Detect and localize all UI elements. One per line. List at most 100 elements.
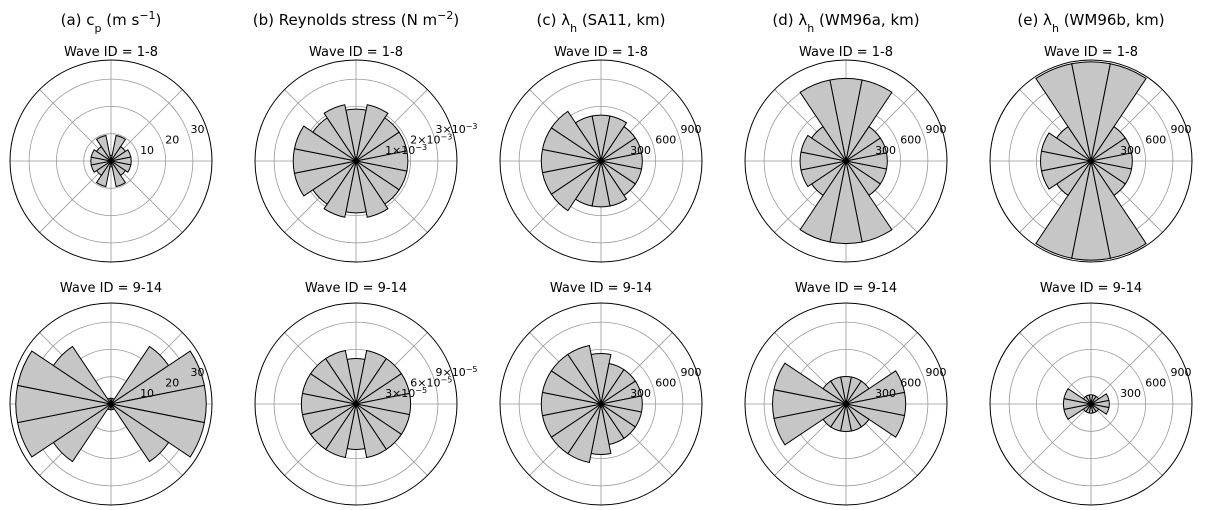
grid-ring	[518, 321, 684, 487]
outer-circle	[9, 302, 213, 506]
radial-tick-label: 900	[1171, 366, 1192, 379]
panel-title-a: (a) cp (m s−1)	[61, 9, 162, 35]
sector-bar-292.5	[1063, 388, 1092, 405]
panel-title-b: (b) Reynolds stress (N m−2)	[253, 9, 460, 30]
grid-ring	[763, 321, 929, 487]
sector-bar-157.5	[355, 403, 388, 459]
radial-tick-label: 3×10−5	[385, 385, 427, 400]
sector-bar-337.5	[1035, 63, 1092, 162]
radial-tick-label: 20	[165, 133, 179, 146]
sector-bar-292.5	[293, 125, 357, 162]
polar-plot-a-1: Wave ID = 1-8 10 20 30	[9, 45, 213, 263]
sector-bar-292.5	[800, 134, 847, 162]
sector-bar-22.5	[600, 115, 628, 162]
sector-bar-22.5	[845, 79, 893, 162]
grid-ring	[1008, 321, 1174, 487]
polar-plot-a-2: Wave ID = 9-14 10 20 30	[9, 281, 213, 506]
radial-tick-label: 600	[900, 133, 921, 146]
radial-tick-label: 1×10−3	[385, 142, 427, 157]
outer-circle	[744, 302, 948, 506]
panel-title-e: (e) λh (WM96b, km)	[1017, 11, 1164, 35]
radial-tick-label: 600	[900, 376, 921, 389]
plot-subtitle: Wave ID = 9-14	[60, 281, 162, 296]
plot-subtitle: Wave ID = 9-14	[305, 281, 407, 296]
polar-plot-c-1: Wave ID = 1-8 300 600 900	[499, 45, 703, 263]
plot-subtitle: Wave ID = 1-8	[1044, 45, 1138, 60]
outer-circle	[744, 59, 948, 263]
grid-ring	[273, 321, 439, 487]
radial-tick-label: 10	[140, 144, 154, 157]
plot-subtitle: Wave ID = 1-8	[799, 45, 893, 60]
sector-bar-337.5	[107, 397, 112, 405]
sector-bar-337.5	[830, 376, 847, 405]
plot-subtitle: Wave ID = 1-8	[64, 45, 158, 60]
radial-tick-label: 900	[1171, 123, 1192, 136]
sector-bar-202.5	[95, 160, 112, 188]
polar-plot-d-2: Wave ID = 9-14 300 600 900	[744, 281, 948, 506]
outer-circle	[254, 59, 458, 263]
sector-bar-202.5	[799, 160, 847, 243]
sector-bar-337.5	[799, 79, 847, 162]
sector-bar-135	[110, 403, 170, 463]
radial-tick-label: 900	[926, 123, 947, 136]
polar-plot-d-1: Wave ID = 1-8 300 600 900	[744, 45, 948, 263]
radial-tick-label: 600	[655, 133, 676, 146]
sector-bar-337.5	[95, 134, 112, 162]
sector-bar-337.5	[323, 104, 357, 162]
outer-circle	[499, 59, 703, 263]
radial-tick-label: 3×10−3	[436, 121, 478, 136]
outer-circle	[499, 302, 703, 506]
polar-plot-b-2: Wave ID = 9-14 3×10−56×10−59×10−5	[254, 281, 478, 506]
outer-circle	[254, 302, 458, 506]
radial-tick-label: 9×10−5	[436, 364, 478, 379]
sector-bar-315	[52, 345, 112, 405]
sector-bar-337.5	[567, 344, 602, 405]
grid-ring	[518, 78, 684, 244]
radial-tick-label: 30	[191, 366, 205, 379]
radial-tick-label: 600	[1145, 133, 1166, 146]
radial-tick-label: 30	[191, 123, 205, 136]
radial-tick-label: 10	[140, 387, 154, 400]
radial-tick-label: 300	[1120, 387, 1141, 400]
outer-circle	[989, 302, 1193, 506]
radial-tick-label: 900	[926, 366, 947, 379]
radial-tick-label: 300	[1120, 144, 1141, 157]
radial-tick-label: 6×10−5	[410, 375, 452, 390]
plot-subtitle: Wave ID = 9-14	[1040, 281, 1142, 296]
radial-tick-label: 2×10−3	[410, 132, 452, 147]
radial-tick-label: 600	[1145, 376, 1166, 389]
plot-subtitle: Wave ID = 1-8	[554, 45, 648, 60]
grid-ring	[1036, 349, 1146, 459]
radial-tick-label: 300	[630, 387, 651, 400]
polar-plot-c-2: Wave ID = 9-14 300 600 900	[499, 281, 703, 506]
radial-tick-label: 900	[681, 123, 702, 136]
sector-bar-292.5	[1040, 132, 1092, 162]
sector-bar-292.5	[17, 350, 112, 405]
panel-title-d: (d) λh (WM96a, km)	[772, 11, 919, 35]
grid-ring	[83, 133, 139, 189]
radial-tick-label: 600	[655, 376, 676, 389]
radial-tick-label: 300	[875, 387, 896, 400]
polar-plot-e-2: Wave ID = 9-14 300 600 900	[989, 281, 1193, 506]
sector-bar-22.5	[1090, 63, 1147, 162]
plot-subtitle: Wave ID = 9-14	[795, 281, 897, 296]
sector-bar-112.5	[845, 403, 906, 438]
radial-tick-label: 20	[165, 376, 179, 389]
sector-bar-112.5	[110, 403, 205, 458]
sector-bar-157.5	[355, 160, 389, 218]
polar-plot-b-1: Wave ID = 1-8 1×10−32×10−33×10−3	[254, 45, 478, 263]
sector-bar-157.5	[110, 160, 127, 188]
sector-bar-22.5	[110, 134, 127, 162]
plot-subtitle: Wave ID = 1-8	[309, 45, 403, 60]
outer-circle	[989, 59, 1193, 263]
sector-bar-202.5	[1035, 160, 1092, 259]
radial-tick-label: 300	[875, 144, 896, 157]
grid-ring	[28, 78, 194, 244]
sector-bar-22.5	[355, 104, 389, 162]
sector-bar-337.5	[574, 115, 602, 162]
sector-bar-337.5	[1085, 394, 1092, 405]
sector-bar-202.5	[323, 160, 357, 218]
radial-tick-label: 900	[681, 366, 702, 379]
